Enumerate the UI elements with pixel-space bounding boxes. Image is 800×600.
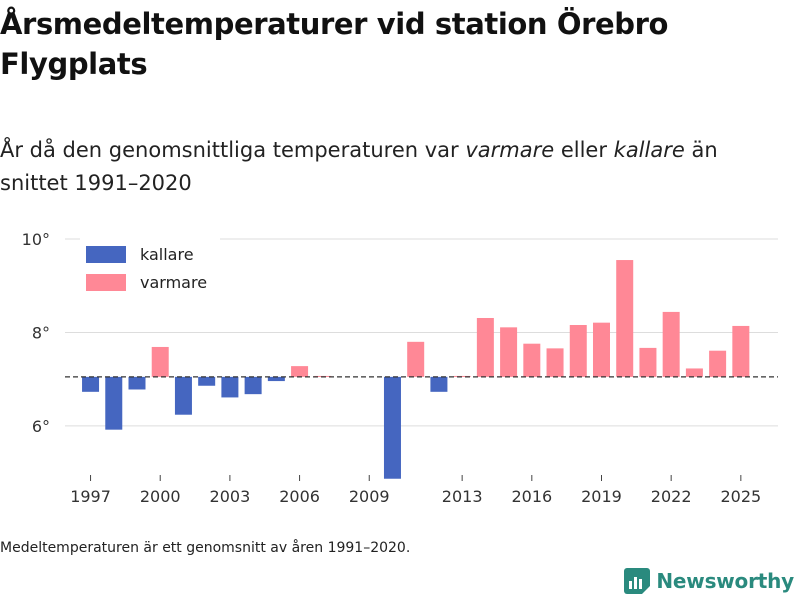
x-tick-label: 1997: [70, 487, 111, 506]
bar-2017-warmer: [546, 348, 564, 377]
subtitle-warm-word: varmare: [465, 138, 555, 162]
brand-logo: Newsworthy: [624, 568, 794, 594]
bar-2010-colder: [383, 376, 401, 479]
subtitle-cold-word: kallare: [613, 138, 685, 162]
bar-2001-colder: [174, 376, 192, 415]
bar-2012-colder: [430, 376, 448, 392]
y-tick-label: 10°: [22, 230, 50, 249]
newsworthy-logo-icon: [624, 568, 651, 594]
bar-2024-warmer: [709, 350, 727, 377]
subtitle-part-2: eller: [554, 138, 614, 162]
x-tick-label: 2025: [720, 487, 761, 506]
bar-1999-colder: [128, 376, 146, 390]
legend-swatch-warmer: [86, 274, 126, 291]
bar-2016-warmer: [523, 343, 541, 377]
x-axis-ticks: 1997 2000 2003 2006 2009 2013 2016 2019 2022 2025: [70, 475, 761, 506]
bar-2019-warmer: [592, 322, 610, 377]
bar-2013-warmer: [453, 375, 471, 377]
y-tick-label: 8°: [32, 323, 50, 342]
bar-2020-warmer: [616, 260, 634, 377]
x-tick-label: 2016: [511, 487, 552, 506]
y-tick-label: 6°: [32, 417, 50, 436]
bar-2005-colder: [267, 376, 285, 382]
x-tick-label: 2019: [581, 487, 622, 506]
bars: [82, 260, 750, 479]
bar-1998-colder: [105, 376, 123, 430]
bar-2003-colder: [221, 376, 239, 398]
x-tick-label: 2006: [279, 487, 320, 506]
temperature-bar-chart: 6° 8° 10° 1997 2000 2003 2006 2009 2013 2016 2019…: [22, 230, 778, 506]
bar-2006-warmer: [291, 366, 309, 377]
x-tick-label: 2009: [349, 487, 390, 506]
bar-1997-colder: [82, 376, 100, 392]
legend-label-warmer: varmare: [140, 273, 207, 292]
bar-2004-colder: [244, 376, 262, 395]
bar-2021-warmer: [639, 347, 657, 377]
subtitle-part-1: År då den genomsnittliga temperaturen va…: [0, 138, 466, 162]
legend-swatch-colder: [86, 246, 126, 263]
bar-2015-warmer: [500, 327, 518, 377]
bar-2018-warmer: [569, 325, 587, 377]
footnote: Medeltemperaturen är ett genomsnitt av å…: [0, 540, 411, 556]
chart-title: Årsmedeltemperaturer vid station Örebro …: [0, 7, 669, 81]
chart-subtitle: År då den genomsnittliga temperaturen va…: [0, 134, 790, 200]
bar-2023-warmer: [685, 368, 703, 377]
legend: kallare varmare: [80, 238, 220, 298]
brand-name: Newsworthy: [656, 569, 794, 593]
bar-2011-warmer: [407, 341, 425, 377]
bar-2025-warmer: [732, 325, 750, 377]
x-tick-label: 2013: [442, 487, 483, 506]
y-axis-ticks: 6° 8° 10°: [22, 230, 50, 436]
bar-2022-warmer: [662, 311, 680, 377]
bar-2002-colder: [198, 376, 216, 386]
legend-label-colder: kallare: [140, 245, 194, 264]
bar-2014-warmer: [476, 317, 494, 377]
x-tick-label: 2022: [651, 487, 692, 506]
x-tick-label: 2003: [210, 487, 251, 506]
x-tick-label: 2000: [140, 487, 181, 506]
subtitle-part-3: än snittet 1991–2020: [0, 138, 718, 195]
bar-2000-warmer: [151, 346, 169, 377]
